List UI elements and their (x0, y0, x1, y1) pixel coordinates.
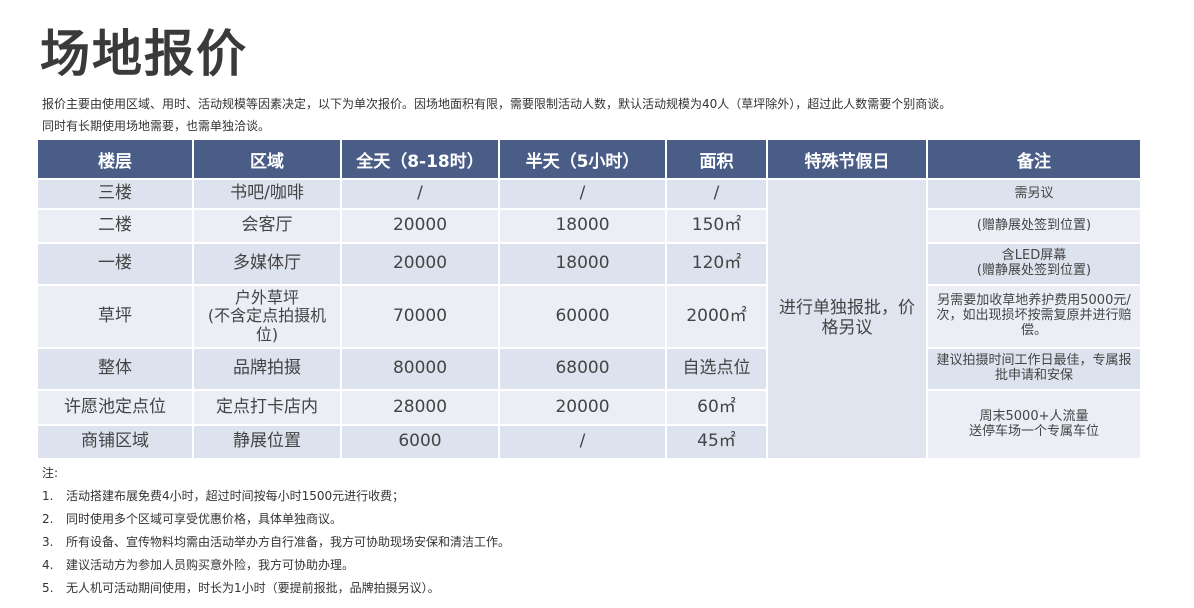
remark-cell: 含LED屏幕 (赠静展处签到位置) (926, 242, 1142, 286)
note-text: 同时使用多个区域可享受优惠价格，具体单独商议。 (66, 512, 343, 526)
notes: 注: 1. 活动搭建布展免费4小时，超过时间按每小时1500元进行收费； 2. 同时使… (42, 462, 510, 600)
table-row: 商铺区域 静展位置 6000/45㎡ (36, 424, 1141, 460)
note-item: 3. 所有设备、宣传物料均需由活动举办方自行准备，我方可协助现场安保和清洁工作。 (42, 531, 510, 554)
cell: 60000 (498, 284, 667, 349)
table-row: 二楼 会客厅 20000 18000 150㎡ (赠静展处签到位置) (36, 208, 1142, 244)
cell: 28000 (340, 389, 500, 426)
note-text: 建议活动方为参加人员购买意外险，我方可协助办理。 (66, 558, 355, 572)
price-table: 楼层 区域 全天（8-18时） 半天（5小时） 面积 特殊节假日 备注 三楼 书吧/咖啡 / / /… (36, 140, 1142, 460)
cell: / (340, 178, 500, 210)
intro-line: 同时有长期使用场地需要，也需单独洽谈。 (42, 119, 271, 133)
cell: 68000 (498, 347, 667, 391)
cell: 许愿池定点位 (36, 389, 194, 426)
note-item: 1. 活动搭建布展免费4小时，超过时间按每小时1500元进行收费； (42, 485, 510, 508)
cell: 2000㎡ (665, 284, 768, 349)
cell: 会客厅 (192, 208, 342, 244)
cell: 书吧/咖啡 (192, 178, 342, 210)
notes-list: 1. 活动搭建布展免费4小时，超过时间按每小时1500元进行收费； 2. 同时使用多个… (42, 485, 510, 600)
cell: 户外草坪 (不含定点拍摄机位) (192, 284, 342, 349)
table-row: 草坪 户外草坪 (不含定点拍摄机位) 70000 60000 2000㎡ 另需要加收草地养… (36, 284, 1142, 349)
column-header: 特殊节假日 (766, 140, 928, 180)
column-header: 楼层 (36, 140, 194, 180)
notes-label: 注: (42, 466, 59, 480)
note-item: 2. 同时使用多个区域可享受优惠价格，具体单独商议。 (42, 508, 510, 531)
remark-cell: 另需要加收草地养护费用5000元/次，如出现损坏按需复原并进行赔偿。 (926, 284, 1142, 349)
table-row: 整体 品牌拍摄 80000 68000 自选点位 建议拍摄时间工作日最佳，专属报批申请和安… (36, 347, 1142, 391)
cell: 草坪 (36, 284, 194, 349)
intro-line: 报价主要由使用区域、用时、活动规模等因素决定，以下为单次报价。因场地面积有限，需… (42, 97, 952, 111)
column-header: 半天（5小时） (498, 140, 667, 180)
cell: 45㎡ (665, 424, 768, 460)
note-item: 4. 建议活动方为参加人员购买意外险，我方可协助办理。 (42, 554, 510, 577)
cell: 自选点位 (665, 347, 768, 391)
cell: 70000 (340, 284, 500, 349)
intro: 报价主要由使用区域、用时、活动规模等因素决定，以下为单次报价。因场地面积有限，需… (42, 93, 951, 137)
cell: 三楼 (36, 178, 194, 210)
note-number: 2. (42, 512, 54, 526)
header-row: 楼层 区域 全天（8-18时） 半天（5小时） 面积 特殊节假日 备注 (36, 140, 1142, 180)
cell: 120㎡ (665, 242, 768, 286)
cell: 18000 (498, 242, 667, 286)
cell: 一楼 (36, 242, 194, 286)
remark-cell: 周末5000+人流量 送停车场一个专属车位 (926, 389, 1142, 460)
cell: 品牌拍摄 (192, 347, 342, 391)
cell: 静展位置 (192, 424, 342, 460)
table-row: 一楼 多媒体厅 20000 18000 120㎡ 含LED屏幕 (赠静展处签到位置) (36, 242, 1142, 286)
note-item: 5. 无人机可活动期间使用，时长为1小时（要提前报批，品牌拍摄另议）。 (42, 577, 510, 600)
cell: 20000 (498, 389, 667, 426)
cell: 20000 (340, 208, 500, 244)
cell: / (498, 178, 667, 210)
title: 场地报价 (40, 25, 248, 83)
note-number: 4. (42, 558, 54, 572)
cell: 18000 (498, 208, 667, 244)
special-cell: 进行单独报批，价格另议 (766, 178, 928, 460)
remark-cell: (赠静展处签到位置) (926, 208, 1142, 244)
note-number: 5. (42, 581, 54, 595)
note-text: 无人机可活动期间使用，时长为1小时（要提前报批，品牌拍摄另议）。 (66, 581, 440, 595)
column-header: 面积 (665, 140, 768, 180)
table-row: 许愿池定点位 定点打卡店内 28000 20000 60㎡ 周末5000+人流量 送停车场… (36, 389, 1142, 460)
remark-cell: 建议拍摄时间工作日最佳，专属报批申请和安保 (926, 347, 1142, 391)
cell: 60㎡ (665, 389, 768, 426)
cell: 整体 (36, 347, 194, 391)
column-header: 备注 (926, 140, 1142, 180)
note-number: 1. (42, 489, 54, 503)
cell: 商铺区域 (36, 424, 194, 460)
cell: 6000 (340, 424, 500, 460)
column-header: 全天（8-18时） (340, 140, 500, 180)
cell: / (665, 178, 768, 210)
remark-cell: 需另议 (926, 178, 1142, 210)
cell: 二楼 (36, 208, 194, 244)
cell: / (498, 424, 667, 460)
table-row: 三楼 书吧/咖啡 / / / 进行单独报批，价格另议 需另议 (36, 178, 1142, 460)
cell: 定点打卡店内 (192, 389, 342, 426)
cell: 150㎡ (665, 208, 768, 244)
note-number: 3. (42, 535, 54, 549)
cell: 80000 (340, 347, 500, 391)
column-header: 区域 (192, 140, 342, 180)
note-text: 所有设备、宣传物料均需由活动举办方自行准备，我方可协助现场安保和清洁工作。 (66, 535, 511, 549)
note-text: 活动搭建布展免费4小时，超过时间按每小时1500元进行收费； (66, 489, 405, 503)
cell: 20000 (340, 242, 500, 286)
cell: 多媒体厅 (192, 242, 342, 286)
